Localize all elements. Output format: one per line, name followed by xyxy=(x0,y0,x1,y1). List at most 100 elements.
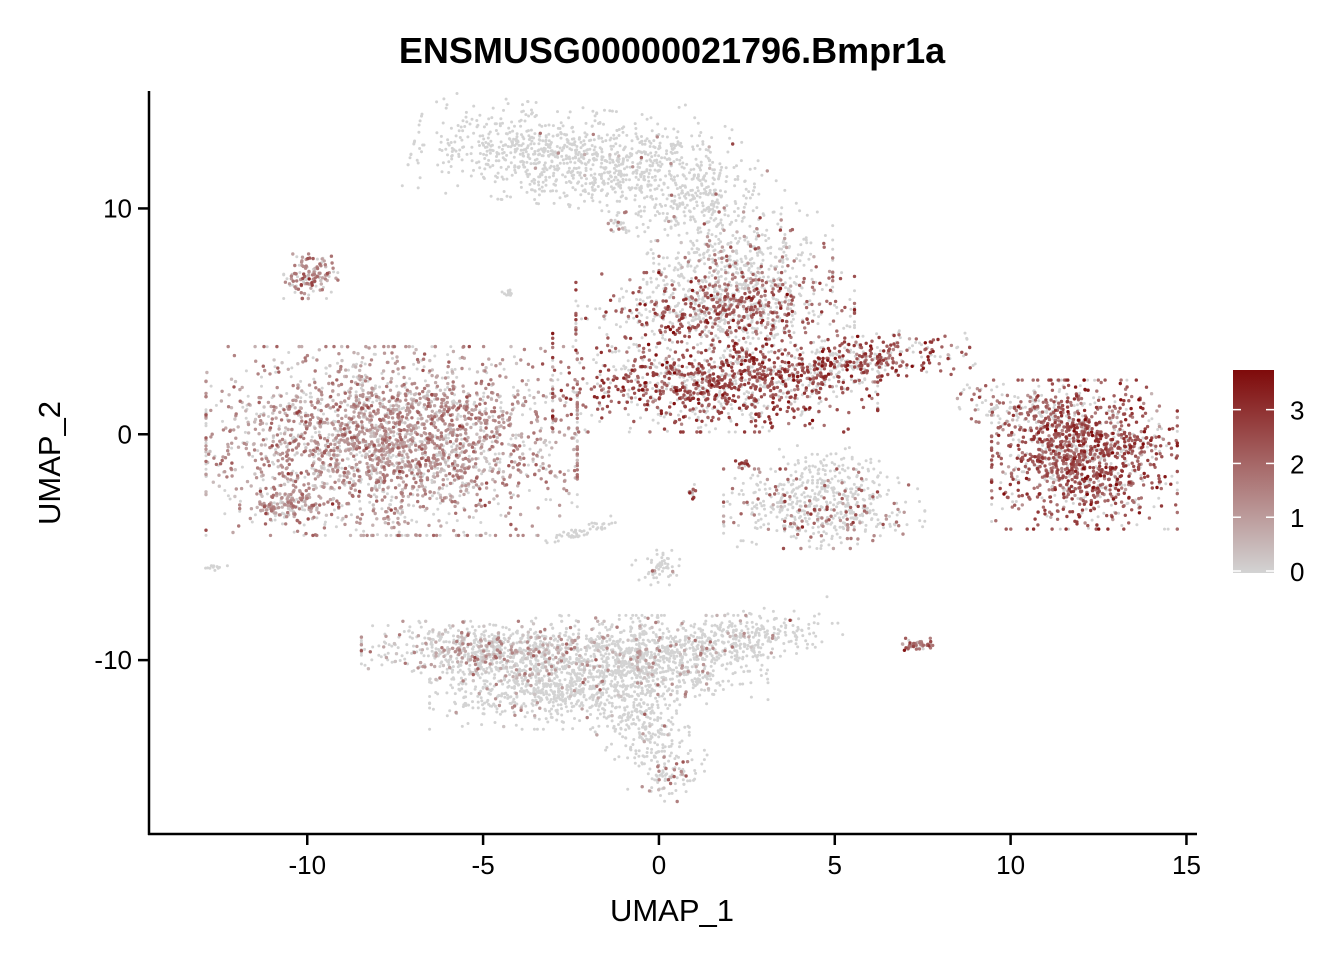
cell-point xyxy=(775,515,779,519)
cell-point xyxy=(482,125,486,129)
cell-point xyxy=(712,218,716,222)
cell-point xyxy=(718,389,722,393)
cell-point xyxy=(625,289,628,293)
cell-point xyxy=(380,507,384,511)
cell-point xyxy=(737,524,740,527)
cell-point xyxy=(505,153,509,157)
cell-point xyxy=(811,426,814,430)
cell-point xyxy=(772,369,776,373)
cell-point xyxy=(600,136,604,140)
cell-point xyxy=(496,132,500,136)
cell-point xyxy=(419,671,423,675)
cell-point xyxy=(1067,419,1071,423)
cell-point xyxy=(445,484,449,488)
cell-point xyxy=(759,501,762,505)
cell-point xyxy=(565,161,569,165)
cell-point xyxy=(564,401,568,404)
cell-point xyxy=(695,250,699,254)
cell-point xyxy=(323,533,327,537)
cell-point xyxy=(474,533,478,537)
cell-point xyxy=(561,158,565,162)
cell-point xyxy=(482,175,485,179)
cell-point xyxy=(823,473,827,476)
cell-point xyxy=(781,487,785,491)
cell-point xyxy=(579,153,583,157)
cell-point xyxy=(637,210,641,214)
cell-point xyxy=(796,253,800,257)
cell-point xyxy=(391,520,395,524)
cell-point xyxy=(1082,482,1086,486)
cell-point xyxy=(1057,390,1061,394)
cell-point xyxy=(450,157,454,161)
cell-point xyxy=(731,234,735,237)
cell-point xyxy=(740,140,744,144)
cell-point xyxy=(609,144,613,148)
cell-point xyxy=(701,142,705,146)
cell-point xyxy=(702,208,706,212)
cell-point xyxy=(628,178,631,182)
cell-point xyxy=(438,148,442,151)
cell-point xyxy=(677,364,681,368)
cell-point xyxy=(470,159,474,163)
cell-point xyxy=(430,494,434,498)
cell-point xyxy=(589,167,593,171)
cell-point xyxy=(645,282,649,286)
cell-point xyxy=(572,390,576,394)
cell-point xyxy=(710,274,714,277)
cell-point xyxy=(444,191,448,195)
cell-point xyxy=(513,168,517,172)
cell-point xyxy=(665,216,669,220)
cell-point xyxy=(501,654,505,658)
cell-point xyxy=(295,497,299,501)
cell-point xyxy=(782,455,786,459)
cell-point xyxy=(605,133,609,137)
cell-point xyxy=(482,143,485,147)
cell-point xyxy=(665,158,669,161)
cell-point xyxy=(503,646,507,650)
cell-point xyxy=(784,395,788,399)
cell-point xyxy=(204,441,208,445)
cell-point xyxy=(904,500,908,504)
cell-point xyxy=(712,360,716,364)
cell-point xyxy=(610,345,614,349)
cell-point xyxy=(800,493,804,497)
cell-point xyxy=(816,478,820,482)
cell-point xyxy=(511,656,515,660)
cell-point xyxy=(520,687,523,690)
cell-point xyxy=(453,367,457,371)
cell-point xyxy=(271,460,274,464)
cell-point xyxy=(745,390,749,394)
cell-point xyxy=(645,316,649,320)
cell-point xyxy=(553,150,557,154)
cell-point xyxy=(746,240,750,244)
cell-point xyxy=(630,147,634,151)
cell-point xyxy=(632,342,636,346)
cell-point xyxy=(640,686,644,690)
cell-point xyxy=(717,177,720,181)
cell-point xyxy=(659,165,663,168)
cell-point xyxy=(512,137,516,141)
cell-point xyxy=(499,165,503,169)
cell-point xyxy=(514,436,518,440)
cell-point xyxy=(698,289,702,292)
cell-point xyxy=(528,394,532,397)
cell-point xyxy=(995,404,999,407)
cell-point xyxy=(691,145,695,149)
cell-point xyxy=(516,165,520,169)
cell-point xyxy=(679,141,683,145)
cell-point xyxy=(785,491,789,495)
cell-point xyxy=(460,138,464,142)
cell-point xyxy=(479,425,483,429)
cell-point xyxy=(478,676,482,680)
cell-point xyxy=(498,122,502,126)
cell-point xyxy=(511,632,515,636)
cell-point xyxy=(327,433,331,437)
cell-point xyxy=(911,350,915,354)
cell-point xyxy=(853,326,856,330)
cell-point xyxy=(789,307,792,311)
cell-point xyxy=(499,140,503,144)
cell-point xyxy=(756,253,760,257)
cell-point xyxy=(719,356,722,360)
cell-point xyxy=(699,163,703,167)
cell-point xyxy=(577,150,581,154)
